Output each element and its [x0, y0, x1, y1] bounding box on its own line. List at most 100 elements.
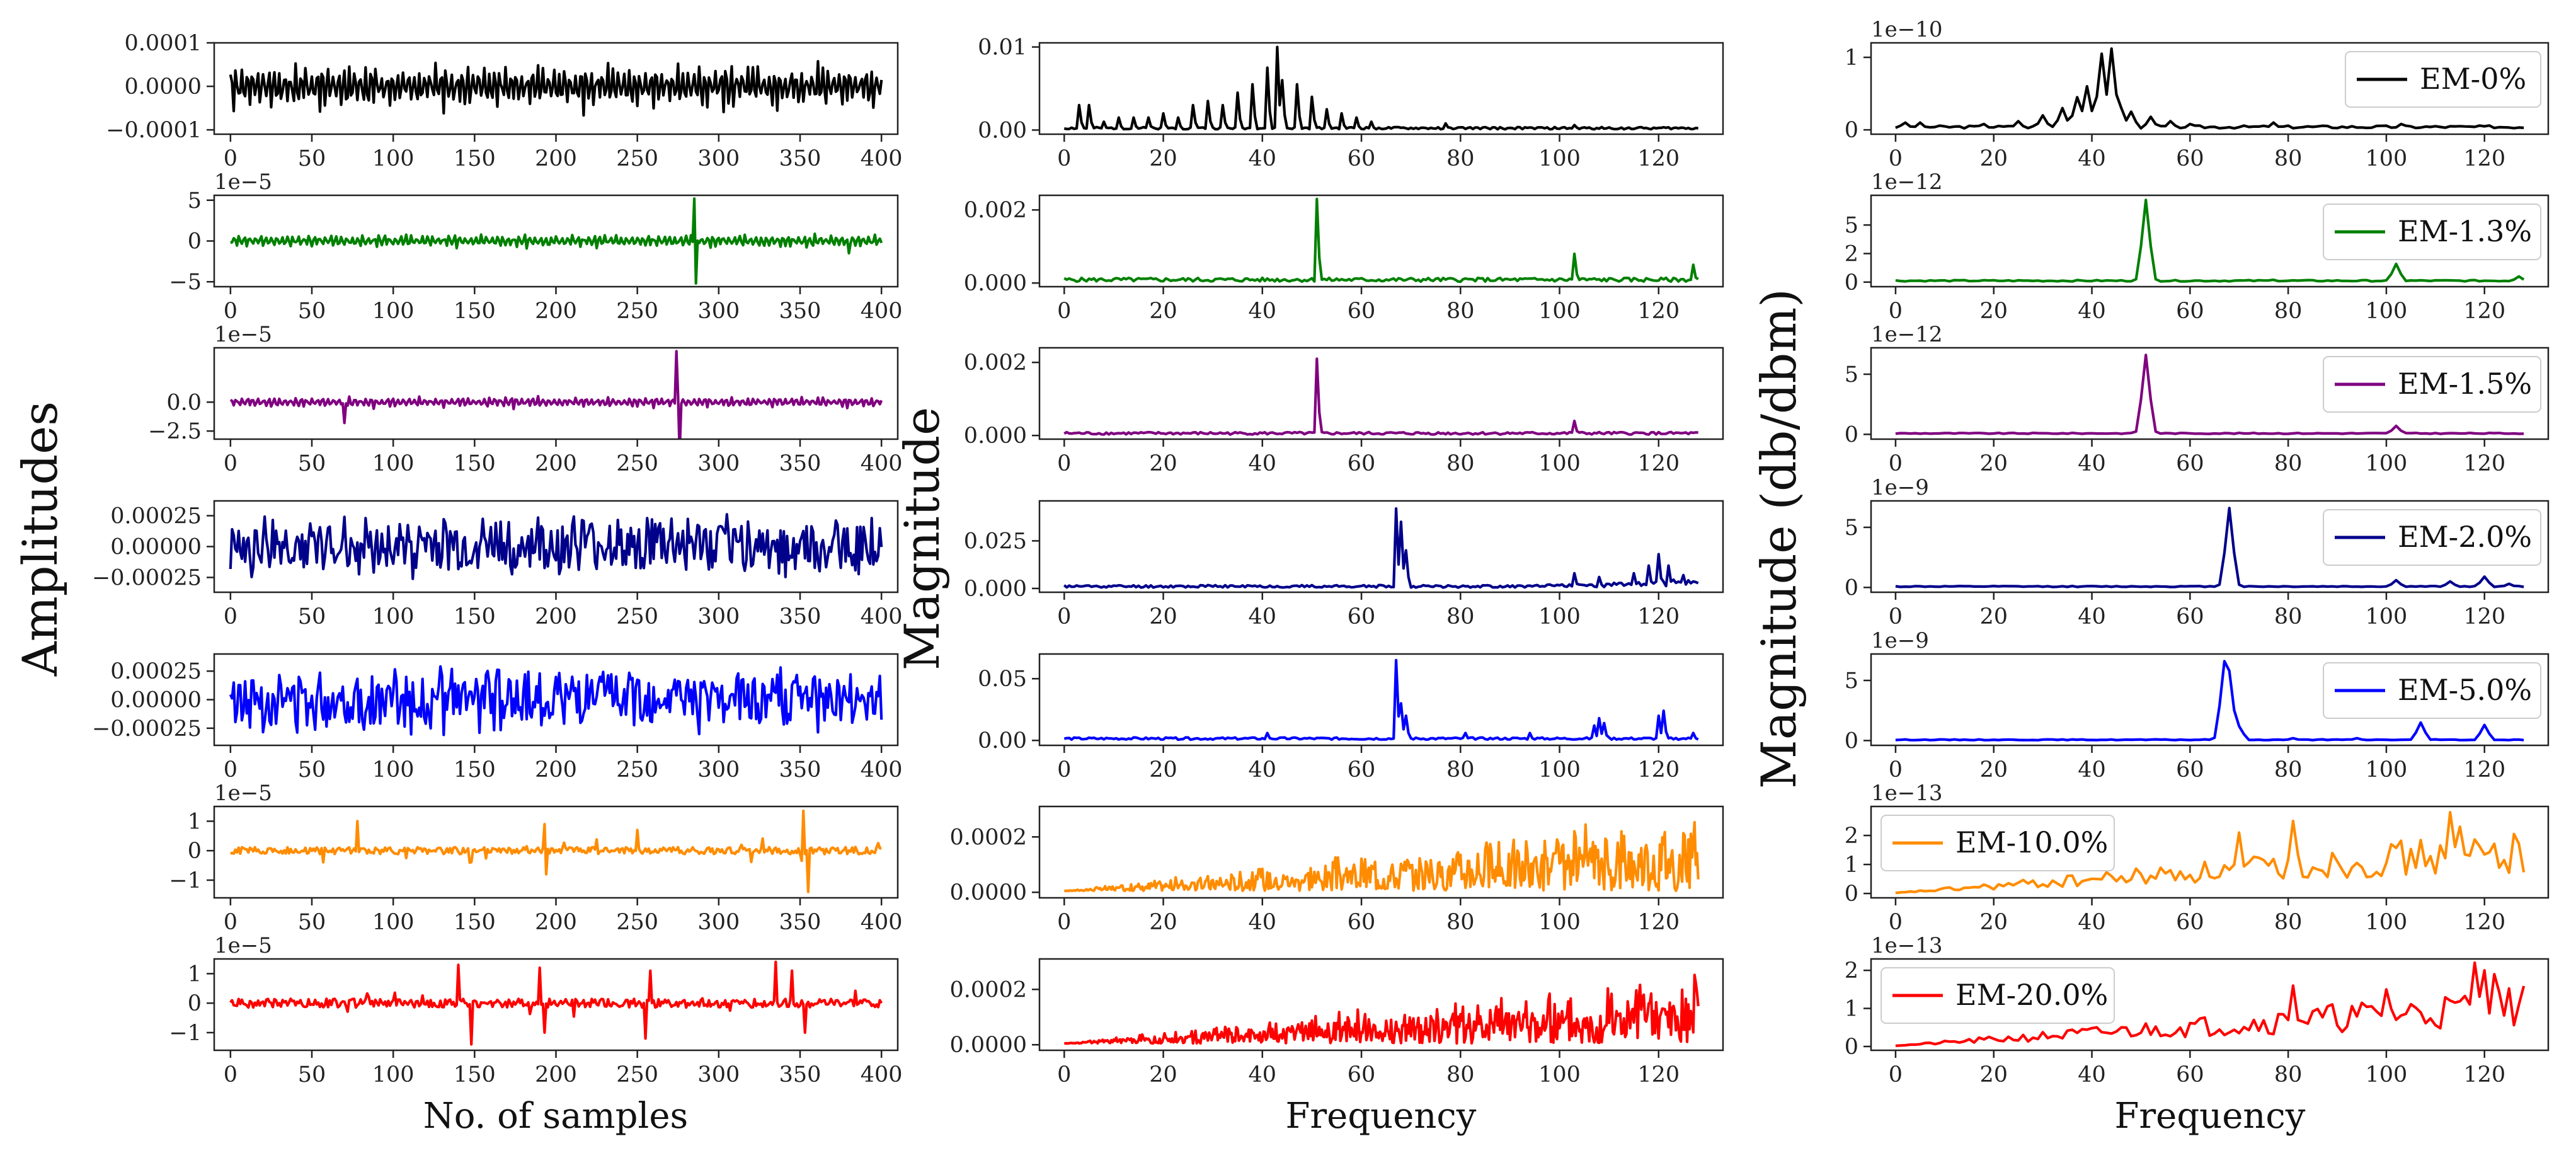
x-tick-label: 20	[1149, 910, 1177, 935]
y-tick-label: 0.05	[978, 667, 1027, 692]
x-tick-label: 0	[1889, 604, 1903, 629]
x-tick-label: 120	[1637, 299, 1680, 324]
x-tick-label: 100	[2366, 757, 2408, 783]
x-tick-label: 40	[1249, 1062, 1277, 1087]
x-tick-label: 350	[779, 910, 821, 935]
x-tick-label: 20	[1149, 604, 1177, 629]
x-tick-label: 100	[2366, 299, 2408, 324]
y-tick-label: 0	[1845, 1035, 1858, 1060]
x-tick-label: 120	[2463, 451, 2505, 476]
x-tick-label: 80	[1446, 1062, 1475, 1087]
y-tick-label: 1	[1845, 45, 1858, 71]
y-tick-label: −0.0001	[106, 118, 202, 143]
x-tick-label: 400	[861, 910, 903, 935]
x-tick-label: 60	[1348, 299, 1376, 324]
x-tick-label: 250	[616, 146, 658, 171]
y-tick-label: −2.5	[148, 419, 202, 444]
x-tick-label: 350	[779, 299, 821, 324]
y-tick-label: 0.0001	[125, 31, 202, 56]
sci-offset-label: 1e−5	[214, 933, 272, 958]
x-tick-label: 100	[372, 1062, 415, 1087]
x-tick-label: 150	[454, 604, 496, 629]
sci-offset-label: 1e−12	[1871, 169, 1943, 195]
sci-offset-label: 1e−5	[214, 781, 272, 806]
y-tick-label: 0	[1845, 118, 1858, 143]
x-tick-label: 200	[535, 146, 577, 171]
x-tick-label: 40	[2078, 604, 2106, 629]
x-tick-label: 120	[1637, 451, 1680, 476]
x-tick-label: 60	[2176, 910, 2204, 935]
y-tick-label: 2	[1845, 958, 1858, 984]
y-tick-label: 0.01	[978, 35, 1027, 60]
x-tick-label: 40	[2078, 451, 2106, 476]
x-tick-label: 120	[2463, 146, 2505, 171]
y-tick-label: 0	[1845, 575, 1858, 600]
x-tick-label: 20	[1979, 757, 2008, 783]
x-tick-label: 120	[2463, 604, 2505, 629]
sci-offset-label: 1e−10	[1871, 17, 1943, 42]
x-tick-label: 50	[298, 451, 326, 476]
x-tick-label: 50	[298, 146, 326, 171]
x-tick-label: 350	[779, 757, 821, 783]
legend-label: EM-10.0%	[1955, 825, 2108, 859]
y-tick-label: 0.002	[964, 350, 1027, 376]
x-tick-label: 20	[1979, 1062, 2008, 1087]
y-tick-label: 0.0002	[950, 977, 1027, 1002]
x-tick-label: 80	[1446, 910, 1475, 935]
x-tick-label: 80	[2274, 146, 2303, 171]
y-tick-label: 0	[188, 229, 202, 255]
x-tick-label: 120	[1637, 1062, 1680, 1087]
x-tick-label: 40	[2078, 299, 2106, 324]
y-tick-label: 1	[188, 961, 202, 987]
legend: EM-1.5%	[2323, 357, 2541, 412]
x-tick-label: 40	[2078, 910, 2106, 935]
xlabel-frequency-right: Frequency	[2115, 1096, 2306, 1137]
x-tick-label: 400	[861, 299, 903, 324]
x-tick-label: 80	[1446, 146, 1475, 171]
x-tick-label: 200	[535, 1062, 577, 1087]
x-tick-label: 350	[779, 451, 821, 476]
x-tick-label: 40	[2078, 1062, 2106, 1087]
x-tick-label: 50	[298, 299, 326, 324]
x-tick-label: 300	[697, 604, 740, 629]
sci-offset-label: 1e−13	[1871, 781, 1943, 806]
legend-label: EM-1.5%	[2398, 367, 2532, 401]
y-tick-label: −5	[169, 270, 202, 295]
x-tick-label: 0	[224, 910, 238, 935]
y-tick-label: 0.000	[964, 271, 1027, 296]
x-tick-label: 60	[2176, 299, 2204, 324]
x-tick-label: 350	[779, 604, 821, 629]
x-tick-label: 0	[224, 451, 238, 476]
x-tick-label: 0	[1889, 299, 1903, 324]
x-tick-label: 40	[1249, 146, 1277, 171]
y-tick-label: 0.025	[964, 529, 1027, 554]
sci-offset-label: 1e−9	[1871, 628, 1929, 653]
x-tick-label: 250	[616, 910, 658, 935]
x-tick-label: 80	[2274, 757, 2303, 783]
y-tick-label: 0.002	[964, 198, 1027, 223]
y-tick-label: −1	[169, 1021, 202, 1046]
x-tick-label: 100	[1538, 1062, 1581, 1087]
y-tick-label: 1	[1845, 997, 1858, 1022]
y-tick-label: 0.00025	[110, 659, 202, 684]
x-tick-label: 40	[1249, 451, 1277, 476]
x-tick-label: 80	[2274, 299, 2303, 324]
y-tick-label: 5	[1845, 362, 1858, 387]
sci-offset-label: 1e−5	[214, 169, 272, 195]
x-tick-label: 250	[616, 451, 658, 476]
x-tick-label: 60	[1348, 451, 1376, 476]
x-tick-label: 80	[2274, 910, 2303, 935]
legend-label: EM-0%	[2420, 62, 2526, 96]
x-tick-label: 0	[1889, 757, 1903, 783]
x-tick-label: 60	[2176, 451, 2204, 476]
y-tick-label: 0.0000	[950, 1033, 1027, 1058]
x-tick-label: 0	[1889, 451, 1903, 476]
x-tick-label: 150	[454, 146, 496, 171]
ylabel-magnitude-db: Magnitude (db/dbm)	[1751, 289, 1807, 789]
x-tick-label: 50	[298, 757, 326, 783]
legend: EM-1.3%	[2323, 204, 2541, 260]
x-tick-label: 200	[535, 299, 577, 324]
x-tick-label: 120	[1637, 146, 1680, 171]
x-tick-label: 100	[372, 299, 415, 324]
